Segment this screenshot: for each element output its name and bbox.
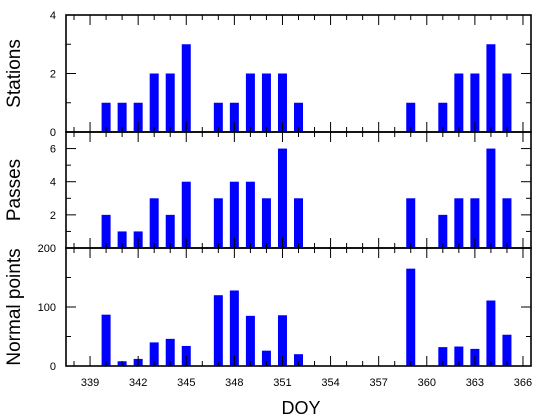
- normal-points-bar: [438, 347, 448, 366]
- stations-bar: [149, 73, 159, 132]
- stations-bar: [213, 102, 223, 132]
- passes-bar: [261, 198, 271, 248]
- stations-y-tick-label: 2: [50, 69, 56, 81]
- stations-bar: [486, 44, 496, 132]
- normal-points-y-tick-label: 200: [38, 243, 56, 255]
- x-axis: 339 342 345 348 351 354 357 360 363 366: [81, 377, 532, 389]
- normal-points-y-tick-label: 0: [50, 361, 56, 373]
- normal-points-bar: [245, 315, 255, 366]
- passes-bar: [454, 198, 464, 248]
- normal-points-bar: [229, 290, 239, 366]
- normal-points-panel: 0 100 200 Normal points: [4, 243, 532, 373]
- passes-bar: [101, 214, 111, 248]
- stations-bar: [470, 73, 480, 132]
- passes-bar: [294, 198, 303, 248]
- passes-y-axis-label: Passes: [4, 159, 25, 221]
- stations-bar: [133, 102, 143, 132]
- stations-y-tick-label: 0: [50, 127, 56, 139]
- x-tick-label: 348: [225, 377, 243, 389]
- passes-bar: [229, 181, 239, 248]
- stations-bar: [165, 73, 175, 132]
- passes-bar: [117, 231, 127, 248]
- passes-y-tick-label: 6: [50, 144, 56, 156]
- stations-bar: [277, 73, 287, 132]
- normal-points-bar: [181, 345, 191, 366]
- stations-y-axis-label: Stations: [4, 39, 25, 108]
- stations-bar: [101, 102, 111, 132]
- x-axis-label: DOY: [281, 398, 320, 418]
- stations-panel: 0 2 4 Stations: [4, 10, 532, 139]
- stations-bar: [181, 44, 191, 132]
- normal-points-bar: [454, 346, 464, 366]
- normal-points-bar: [101, 314, 111, 366]
- normal-points-bar: [406, 268, 416, 366]
- normal-points-bar: [486, 300, 496, 366]
- normal-points-bar: [294, 354, 303, 366]
- passes-bar: [149, 198, 159, 248]
- stations-bar: [454, 73, 464, 132]
- passes-bar: [406, 198, 416, 248]
- passes-bar: [470, 198, 480, 248]
- normal-points-bar: [165, 338, 175, 366]
- normal-points-bar: [502, 334, 512, 366]
- passes-bar: [213, 198, 223, 248]
- x-tick-label: 360: [418, 377, 436, 389]
- passes-bar: [181, 181, 191, 248]
- x-tick-label: 366: [514, 377, 532, 389]
- x-tick-label: 342: [129, 377, 147, 389]
- passes-bar: [245, 181, 255, 248]
- passes-bar: [438, 214, 448, 248]
- normal-points-y-axis-label: Normal points: [4, 248, 25, 365]
- x-tick-label: 345: [177, 377, 195, 389]
- normal-points-bar: [213, 295, 223, 366]
- normal-points-bar: [261, 350, 271, 366]
- x-tick-label: 339: [81, 377, 99, 389]
- stations-bar: [245, 73, 255, 132]
- stations-bar: [229, 102, 239, 132]
- stations-y-tick-label: 4: [50, 10, 56, 22]
- stations-bar: [117, 102, 127, 132]
- x-tick-label: 354: [321, 377, 339, 389]
- x-tick-label: 363: [466, 377, 484, 389]
- normal-points-bar: [149, 342, 159, 366]
- passes-bar: [502, 198, 512, 248]
- stations-bar: [261, 73, 271, 132]
- normal-points-y-tick-label: 100: [38, 302, 56, 314]
- stations-bar: [406, 102, 416, 132]
- stations-bar: [438, 102, 448, 132]
- stations-bar: [502, 73, 512, 132]
- normal-points-bar: [277, 315, 287, 366]
- x-tick-label: 351: [273, 377, 291, 389]
- passes-bar: [486, 148, 496, 248]
- stations-bar: [294, 102, 303, 132]
- passes-y-tick-label: 2: [50, 210, 56, 222]
- passes-bar: [277, 148, 287, 248]
- passes-y-tick-label: 4: [50, 177, 56, 189]
- passes-panel: 2 4 6 Passes: [4, 131, 532, 249]
- passes-bar: [165, 214, 175, 248]
- x-tick-label: 357: [369, 377, 387, 389]
